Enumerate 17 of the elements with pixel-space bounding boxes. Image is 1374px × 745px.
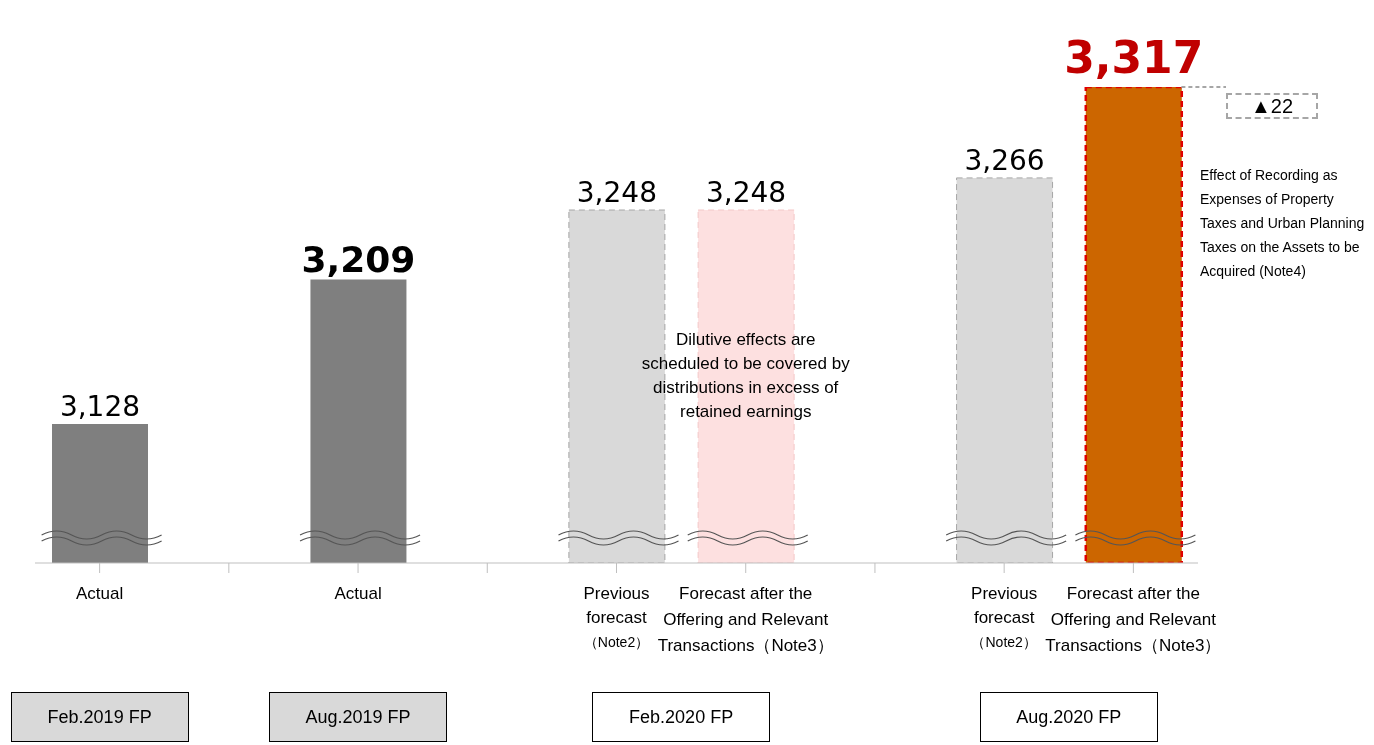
x-tick-label: Forecast after the Offering and Relevant Transactions（Note3） bbox=[1045, 584, 1222, 655]
x-tick-label: Actual bbox=[334, 584, 382, 603]
x-tick-label: Forecast after the Offering and Relevant Transactions（Note3） bbox=[657, 584, 834, 655]
text: Aug.2020 FP bbox=[979, 692, 1158, 742]
data-label: 3,128 bbox=[59, 389, 141, 423]
data-label: 3,248 bbox=[576, 176, 657, 210]
annotation: Dilutive effects are scheduled to be covered by distributions in excess of retained earnings bbox=[640, 329, 851, 423]
text: Feb.2020 FP bbox=[592, 692, 771, 742]
data-label: 3,209 bbox=[301, 238, 416, 280]
text: Effect of Recording as Expenses of Property Taxes and Urban Planning Taxes on the Assets to be Acquired (Note4) bbox=[1200, 166, 1366, 281]
text: Feb.2019 FP bbox=[10, 692, 189, 742]
x-tick-label: Actual bbox=[75, 584, 124, 603]
text: ▲22 bbox=[1226, 93, 1318, 119]
data-label: 3,248 bbox=[706, 176, 787, 210]
text: Aug.2019 FP bbox=[269, 692, 448, 742]
data-label: 3,266 bbox=[964, 143, 1045, 177]
data-label: 3,317 bbox=[1064, 32, 1204, 83]
